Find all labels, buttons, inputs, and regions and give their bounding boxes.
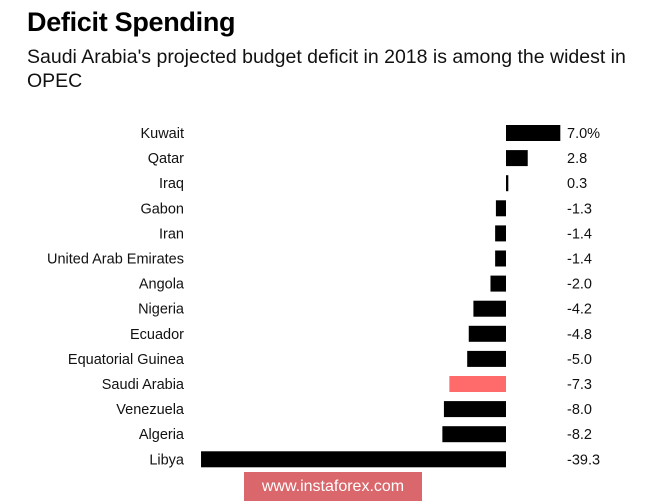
category-label: Qatar <box>148 151 184 167</box>
value-label: -1.3 <box>567 201 592 217</box>
chart-subtitle: Saudi Arabia's projected budget deficit … <box>27 46 626 92</box>
chart-title: Deficit Spending <box>27 7 236 37</box>
value-label: 7.0% <box>567 126 600 142</box>
category-label: Iran <box>159 226 184 242</box>
category-label: Equatorial Guinea <box>68 352 185 368</box>
bar-iraq <box>506 175 509 192</box>
value-label: -8.0 <box>567 402 592 418</box>
bar-qatar <box>506 150 528 167</box>
bar-kuwait <box>506 125 561 141</box>
bar-ecuador <box>468 325 506 342</box>
category-label: Venezuela <box>116 402 185 418</box>
value-label: -8.2 <box>567 427 592 443</box>
bar-venezuela <box>443 401 506 418</box>
watermark-banner: www.instaforex.com <box>244 472 422 501</box>
category-label: United Arab Emirates <box>47 252 184 268</box>
bar-united-arab-emirates <box>495 250 506 267</box>
category-label: Nigeria <box>138 302 185 318</box>
category-label: Iraq <box>159 176 184 192</box>
bar-libya <box>201 451 507 468</box>
value-label: -39.3 <box>567 452 600 468</box>
category-label: Saudi Arabia <box>102 377 185 393</box>
bar-angola <box>490 275 506 292</box>
category-label: Gabon <box>140 201 184 217</box>
bar-algeria <box>442 426 506 443</box>
category-label: Kuwait <box>140 126 184 142</box>
category-label: Angola <box>139 277 185 293</box>
category-label: Ecuador <box>130 327 184 343</box>
value-label: -4.8 <box>567 327 592 343</box>
bar-gabon <box>495 200 506 217</box>
value-label: -2.0 <box>567 277 592 293</box>
bar-equatorial-guinea <box>467 350 506 367</box>
value-label: -4.2 <box>567 302 592 318</box>
bar-iran <box>495 225 506 242</box>
value-label: 2.8 <box>567 151 587 167</box>
value-label: -7.3 <box>567 377 592 393</box>
category-label: Libya <box>149 452 185 468</box>
value-label: 0.3 <box>567 176 587 192</box>
bar-nigeria <box>473 300 506 317</box>
value-label: -1.4 <box>567 252 592 268</box>
value-label: -1.4 <box>567 226 592 242</box>
bar-saudi-arabia <box>449 376 506 392</box>
category-label: Algeria <box>139 427 185 443</box>
value-label: -5.0 <box>567 352 592 368</box>
